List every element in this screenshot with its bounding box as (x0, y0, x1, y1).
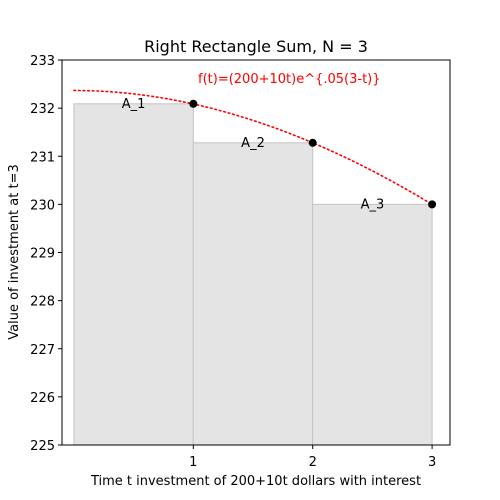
rect-label-2: A_2 (241, 136, 265, 151)
x-tick-label: 3 (428, 455, 436, 470)
x-axis: 1 2 3 (189, 445, 436, 470)
y-axis-label: Value of investment at t=3 (7, 164, 22, 340)
x-tick-label: 2 (309, 455, 317, 470)
y-tick-label: 227 (30, 343, 55, 358)
rectangle-2 (192, 142, 314, 446)
y-tick-label: 232 (30, 102, 55, 117)
y-tick-label: 226 (30, 391, 55, 406)
rect-labels-layer: A_1 A_2 A_3 (122, 97, 384, 213)
points-layer (189, 99, 437, 209)
y-tick-label: 230 (30, 198, 55, 213)
x-axis-label: Time t investment of 200+10t dollars wit… (90, 474, 421, 489)
y-tick-label: 225 (30, 439, 55, 454)
y-tick-label: 229 (30, 247, 55, 262)
rectangle-3 (312, 203, 433, 446)
chart-title: Right Rectangle Sum, N = 3 (144, 37, 368, 56)
y-tick-label: 231 (30, 150, 55, 165)
curve-label: f(t)=(200+10t)e^{.05(3-t)} (198, 72, 381, 87)
data-point-1 (189, 99, 198, 108)
y-tick-label: 233 (30, 54, 55, 69)
y-tick-label: 228 (30, 295, 55, 310)
curve-layer (73, 89, 433, 206)
data-point-2 (308, 138, 317, 147)
rect-label-3: A_3 (361, 197, 385, 212)
rectangles-layer (73, 103, 433, 446)
rectangle-1 (73, 103, 194, 446)
x-tick-label: 1 (189, 455, 197, 470)
rect-label-1: A_1 (122, 97, 146, 112)
y-axis: 225 226 227 228 229 230 231 232 233 (30, 54, 62, 454)
data-point-3 (428, 200, 437, 209)
curve-line (73, 89, 433, 206)
